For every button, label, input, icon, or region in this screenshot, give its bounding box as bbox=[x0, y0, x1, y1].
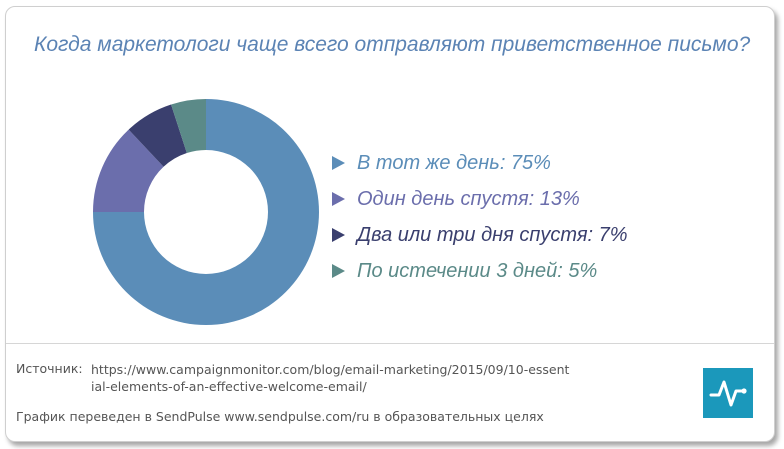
slice-3 bbox=[128, 104, 187, 167]
legend-item-4: По истечении 3 дней: 5% bbox=[332, 253, 628, 289]
legend-item-1: В тот же день: 75% bbox=[332, 145, 628, 181]
legend-label: Один день спустя: 13% bbox=[357, 187, 580, 210]
sendpulse-logo-icon bbox=[703, 368, 753, 418]
divider bbox=[6, 343, 774, 344]
chart-title: Когда маркетологи чаще всего отправляют … bbox=[34, 33, 751, 56]
legend-label: Два или три дня спустя: 7% bbox=[357, 223, 628, 246]
chart-card: Когда маркетологи чаще всего отправляют … bbox=[5, 6, 775, 442]
translation-note: График переведен в SendPulse www.sendpul… bbox=[16, 409, 544, 424]
legend-marker-icon bbox=[332, 156, 345, 170]
source-label: Источник: bbox=[16, 361, 83, 376]
slice-1 bbox=[93, 99, 319, 325]
legend-item-2: Один день спустя: 13% bbox=[332, 181, 628, 217]
slice-2 bbox=[93, 129, 164, 212]
source-url[interactable]: https://www.campaignmonitor.com/blog/ema… bbox=[91, 362, 570, 394]
legend-label: По истечении 3 дней: 5% bbox=[357, 259, 598, 282]
legend-marker-icon bbox=[332, 192, 345, 206]
legend-item-3: Два или три дня спустя: 7% bbox=[332, 217, 628, 253]
legend-marker-icon bbox=[332, 228, 345, 242]
chart-footer: Источник: https://www.campaignmonitor.co… bbox=[16, 361, 571, 424]
chart-legend: В тот же день: 75% Один день спустя: 13% Д… bbox=[332, 145, 628, 289]
legend-label: В тот же день: 75% bbox=[357, 151, 551, 174]
donut-chart bbox=[93, 99, 319, 325]
slice-4 bbox=[171, 99, 206, 154]
legend-marker-icon bbox=[332, 264, 345, 278]
